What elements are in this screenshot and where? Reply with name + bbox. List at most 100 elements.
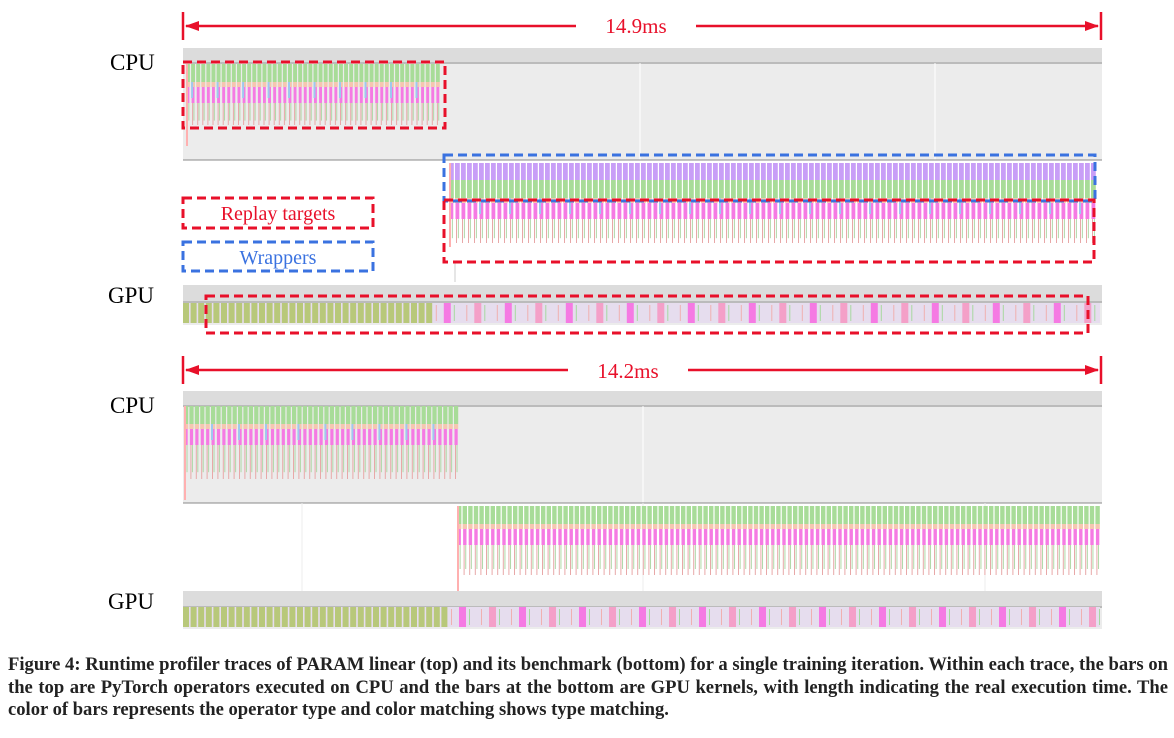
operator-tick: [1012, 545, 1014, 575]
operator-bar: [501, 506, 507, 524]
kernel-tick: [751, 609, 752, 625]
operator-tick: [862, 545, 864, 569]
operator-bar: [473, 524, 479, 529]
operator-tick: [601, 219, 603, 239]
operator-tick: [347, 445, 348, 479]
operator-bar: [552, 524, 557, 529]
operator-bar: [692, 529, 697, 545]
operator-bar: [416, 406, 421, 424]
operator-bar: [748, 506, 753, 524]
operator-tick: [866, 545, 868, 575]
operator-bar: [282, 82, 287, 87]
operator-tick: [411, 445, 413, 479]
kernel-bar: [350, 303, 357, 323]
operator-tick: [195, 445, 197, 479]
operator-bar: [791, 203, 796, 219]
operator-bar: [743, 529, 747, 545]
operator-bar: [1007, 163, 1012, 180]
operator-bar: [462, 506, 467, 524]
operator-tick: [234, 103, 236, 121]
operator-tick: [743, 545, 745, 575]
operator-tick: [799, 545, 801, 575]
kernel-bar: [962, 303, 970, 323]
kernel-tick: [1002, 305, 1004, 321]
operator-bar: [826, 506, 831, 524]
operator-tick: [659, 545, 661, 575]
gpu-kernel-bars: [183, 607, 1100, 627]
operator-bar: [953, 203, 958, 219]
operator-tick: [326, 445, 328, 473]
operator-tick: [655, 545, 657, 569]
operator-bar: [539, 203, 544, 219]
operator-tick: [530, 545, 532, 575]
operator-bar: [491, 180, 496, 198]
operator-bar: [625, 524, 630, 529]
operator-bar: [599, 203, 604, 219]
operator-bar: [749, 203, 754, 219]
operator-tick: [793, 219, 795, 239]
operator-tick: [876, 219, 877, 243]
kernel-bar: [992, 303, 1000, 323]
operator-tick: [757, 219, 759, 239]
operator-bar: [427, 429, 431, 445]
operator-bar: [521, 180, 526, 198]
operator-tick: [974, 545, 976, 569]
operator-bar: [671, 180, 676, 198]
operator-bar: [642, 529, 646, 545]
operator-tick: [924, 219, 925, 243]
operator-bar: [608, 529, 613, 545]
operator-tick: [1044, 219, 1045, 243]
operator-tick: [370, 103, 372, 125]
operator-bar: [767, 203, 772, 219]
kernel-bar: [183, 303, 189, 323]
operator-tick: [721, 545, 723, 575]
operator-tick: [547, 219, 549, 239]
operator-bar: [927, 506, 932, 524]
kernel-bar: [388, 303, 395, 323]
operator-bar: [308, 424, 313, 429]
cpu-thread-2-bars: [449, 163, 1096, 247]
operator-bar: [843, 529, 848, 545]
operator-tick: [481, 219, 483, 239]
operator-bar: [1011, 529, 1016, 545]
operator-bar: [303, 87, 307, 103]
operator-bar: [793, 506, 798, 524]
operator-tick: [186, 445, 188, 473]
operator-tick: [732, 545, 734, 575]
kernel-tick: [769, 609, 770, 625]
kernel-tick: [649, 609, 650, 625]
operator-bar: [599, 163, 604, 180]
operator-tick: [805, 219, 807, 239]
operator-bar: [961, 529, 965, 545]
operator-bar: [384, 64, 389, 82]
operator-bar: [449, 163, 454, 180]
operator-tick: [844, 545, 846, 575]
kernel-bar: [403, 303, 410, 323]
operator-tick: [565, 219, 567, 239]
operator-tick: [218, 445, 220, 473]
operator-bar: [267, 64, 272, 82]
operator-bar: [675, 524, 680, 529]
operator-bar: [893, 524, 899, 529]
operator-tick: [868, 545, 870, 569]
operator-bar: [527, 203, 532, 219]
operator-bar: [1055, 163, 1060, 180]
operator-bar: [356, 406, 361, 424]
operator-bar: [1067, 203, 1072, 219]
operator-bar: [349, 82, 354, 87]
operator-tick: [775, 219, 777, 239]
operator-bar: [989, 529, 993, 545]
operator-bar: [911, 180, 916, 198]
operator-tick: [482, 545, 484, 569]
operator-bar: [1013, 203, 1018, 219]
legend-wrapper-label: Wrappers: [240, 247, 317, 269]
operator-bar: [917, 203, 922, 219]
operator-tick: [607, 219, 609, 239]
operator-bar: [759, 506, 764, 524]
operator-bar: [509, 163, 514, 180]
operator-bar: [302, 424, 307, 429]
kernel-bar: [335, 303, 341, 323]
operator-bar: [410, 424, 415, 429]
operator-bar: [995, 163, 1000, 180]
operator-bar: [563, 529, 568, 545]
